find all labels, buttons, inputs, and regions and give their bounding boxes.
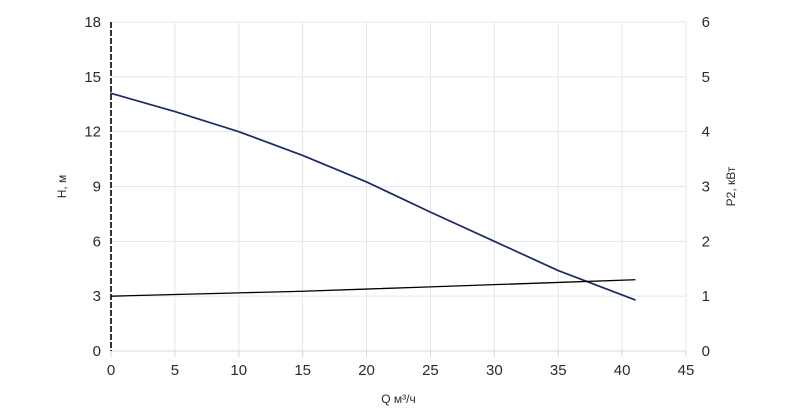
head-curve bbox=[110, 92, 636, 301]
grid bbox=[111, 21, 687, 352]
y2-tick-label: 6 bbox=[702, 14, 710, 31]
x-tick-label: 35 bbox=[550, 362, 567, 379]
x-tick-label: 45 bbox=[678, 362, 695, 379]
y-tick-label: 6 bbox=[93, 233, 101, 250]
x-tick-label: 0 bbox=[107, 362, 115, 379]
x-tick-label: 15 bbox=[294, 362, 311, 379]
y2-axis-title: P2, кВт bbox=[724, 166, 738, 206]
x-tick-label: 25 bbox=[422, 362, 439, 379]
y-tick-label: 3 bbox=[93, 288, 101, 305]
x-tick-label: 30 bbox=[486, 362, 503, 379]
x-tick-label: 5 bbox=[171, 362, 179, 379]
x-tick-label: 40 bbox=[614, 362, 631, 379]
y-tick-label: 18 bbox=[84, 14, 101, 31]
x-tick-label: 10 bbox=[230, 362, 247, 379]
y-tick-label: 15 bbox=[84, 69, 101, 86]
y-tick-label: 12 bbox=[84, 124, 101, 141]
x-axis-title: Q м³/ч bbox=[381, 392, 416, 406]
y2-tick-label: 5 bbox=[702, 69, 710, 86]
x-tick-label: 20 bbox=[358, 362, 375, 379]
y-tick-label: 0 bbox=[93, 343, 101, 360]
y-axis-title: H, м bbox=[55, 175, 69, 199]
axes bbox=[110, 22, 687, 357]
series bbox=[110, 92, 636, 301]
y2-tick-label: 1 bbox=[702, 288, 710, 305]
y2-tick-label: 0 bbox=[702, 343, 710, 360]
y2-tick-label: 4 bbox=[702, 124, 710, 141]
power-curve bbox=[110, 279, 636, 297]
y2-tick-label: 3 bbox=[702, 179, 710, 196]
y-tick-label: 9 bbox=[93, 179, 101, 196]
y2-tick-label: 2 bbox=[702, 233, 710, 250]
